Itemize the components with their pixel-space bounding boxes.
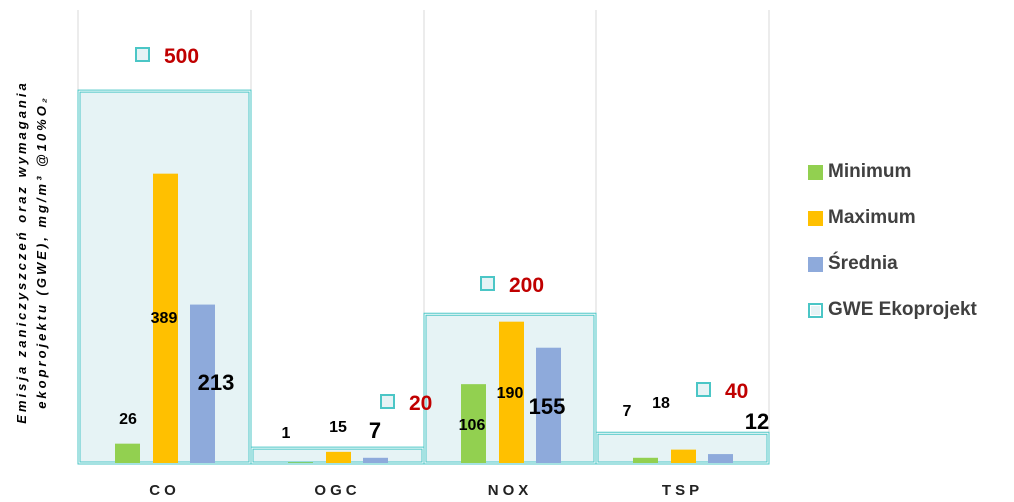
data-label-tsp-1: 18: [652, 395, 670, 412]
limit-label-tsp: 40: [725, 380, 748, 403]
legend-item-maximum: Maximum: [808, 206, 1008, 230]
bar-nox-1: [499, 321, 524, 463]
x-tick-co: CO: [149, 482, 180, 499]
data-label-ogc-0: 1: [282, 425, 291, 442]
data-label-ogc-2: 7: [369, 418, 381, 443]
legend: Minimum Maximum Średnia GWE Ekoprojekt: [808, 160, 1008, 344]
x-tick-nox: NOX: [488, 482, 533, 499]
legend-label-srednia: Średnia: [828, 253, 898, 274]
legend-swatch-gwe: [808, 302, 823, 318]
x-tick-tsp: TSP: [662, 482, 703, 499]
legend-label-minimum: Minimum: [828, 161, 912, 182]
bar-co-1: [153, 173, 178, 463]
bar-ogc-2: [363, 457, 388, 463]
bar-ogc-0: [288, 462, 313, 463]
limit-marker-nox: [480, 276, 495, 291]
y-axis-label-line2: ekoprojektu (GWE), mg/m³ @10%O₂: [34, 95, 49, 409]
bar-nox-2: [536, 347, 561, 463]
data-label-ogc-1: 15: [329, 419, 347, 436]
legend-label-gwe: GWE Ekoprojekt: [828, 299, 977, 320]
data-label-nox-0: 106: [459, 417, 486, 434]
legend-swatch-srednia: [808, 256, 823, 272]
bars: [115, 173, 733, 463]
limit-labels: 500 20 200 40: [135, 45, 748, 415]
x-tick-ogc: OGC: [314, 482, 360, 499]
bar-ogc-1: [326, 451, 351, 463]
legend-label-maximum: Maximum: [828, 207, 916, 228]
limit-label-nox: 200: [509, 274, 544, 297]
legend-item-srednia: Średnia: [808, 252, 1008, 276]
y-axis-label: Emisja zaniczyszczeń oraz wymagania ekop…: [14, 80, 49, 423]
legend-item-gwe: GWE Ekoprojekt: [808, 298, 1008, 322]
data-label-tsp-0: 7: [623, 403, 632, 420]
limit-marker-ogc: [380, 394, 395, 409]
legend-swatch-minimum: [808, 164, 823, 180]
bar-co-0: [115, 443, 140, 463]
bar-tsp-1: [671, 449, 696, 463]
data-label-tsp-2: 12: [745, 409, 769, 434]
data-label-nox-2: 155: [529, 394, 566, 419]
limit-label-ogc: 20: [409, 392, 432, 415]
legend-swatch-maximum: [808, 210, 823, 226]
limit-label-co: 500: [164, 45, 199, 68]
bar-tsp-0: [633, 457, 658, 463]
limit-marker-co: [135, 47, 150, 62]
data-label-nox-1: 190: [497, 385, 524, 402]
y-axis-label-line1: Emisja zaniczyszczeń oraz wymagania: [14, 80, 29, 423]
x-axis-ticks: CO OGC NOX TSP: [149, 482, 703, 499]
data-labels: 26 389 213 1 15 7 106 190 155 7 18 12: [119, 310, 769, 443]
bar-tsp-2: [708, 454, 733, 463]
data-label-co-0: 26: [119, 411, 137, 428]
bar-nox-0: [461, 384, 486, 463]
bar-co-2: [190, 304, 215, 463]
data-label-co-2: 213: [198, 370, 235, 395]
legend-item-minimum: Minimum: [808, 160, 1008, 184]
data-label-co-1: 389: [151, 310, 178, 327]
limit-marker-tsp: [696, 382, 711, 397]
